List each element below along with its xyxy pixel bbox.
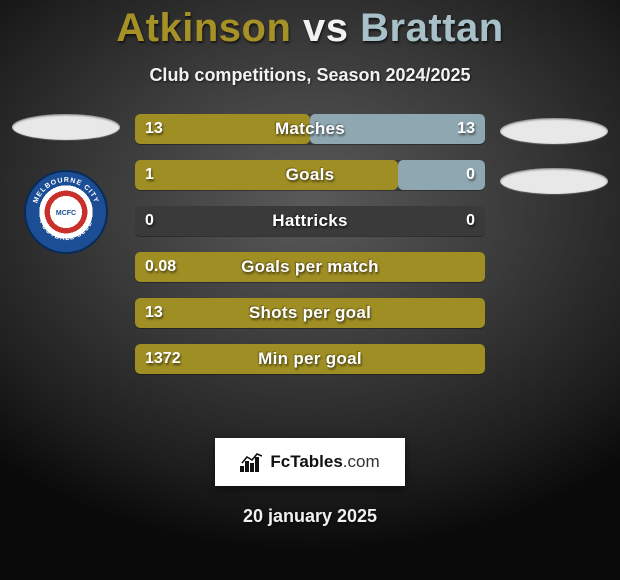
page-title: Atkinson vs Brattan	[0, 0, 620, 51]
player1-placeholder-oval	[12, 114, 120, 140]
stat-row-shots-per-goal: 13Shots per goal	[135, 298, 485, 328]
player1-club-badge: MELBOURNE CITY FOOTBALL CLUB MCFC	[24, 170, 108, 254]
fctables-icon	[240, 452, 264, 472]
stat-row-min-per-goal: 1372Min per goal	[135, 344, 485, 374]
stat-label: Goals	[135, 160, 485, 190]
stat-row-goals: 10Goals	[135, 160, 485, 190]
watermark: FcTables.com	[215, 438, 405, 486]
badge-center-text: MCFC	[56, 210, 76, 217]
watermark-name: FcTables	[270, 452, 342, 471]
left-side-column: MELBOURNE CITY FOOTBALL CLUB MCFC	[6, 114, 126, 254]
watermark-domain: .com	[343, 452, 380, 471]
title-player2: Brattan	[360, 6, 504, 50]
svg-text:FOOTBALL CLUB: FOOTBALL CLUB	[38, 219, 94, 242]
stat-label: Min per goal	[135, 344, 485, 374]
comparison-infographic: Atkinson vs Brattan Club competitions, S…	[0, 0, 620, 580]
stat-bars: 1313Matches 10Goals 00Hattricks 0.08Goals p…	[135, 114, 485, 374]
badge-top-text: MELBOURNE CITY	[32, 177, 99, 204]
stat-label: Hattricks	[135, 206, 485, 236]
stat-row-matches: 1313Matches	[135, 114, 485, 144]
stat-row-hattricks: 00Hattricks	[135, 206, 485, 236]
svg-text:MELBOURNE CITY: MELBOURNE CITY	[32, 177, 99, 204]
body: MELBOURNE CITY FOOTBALL CLUB MCFC 1313Ma…	[0, 114, 620, 414]
subtitle: Club competitions, Season 2024/2025	[0, 65, 620, 86]
title-player1: Atkinson	[116, 6, 291, 50]
player2-placeholder-oval	[500, 118, 608, 144]
badge-bottom-text: FOOTBALL CLUB	[38, 219, 94, 242]
stat-label: Matches	[135, 114, 485, 144]
stat-row-goals-per-match: 0.08Goals per match	[135, 252, 485, 282]
watermark-text: FcTables.com	[270, 452, 379, 472]
title-vs: vs	[303, 6, 349, 50]
right-side-column	[494, 114, 614, 194]
date: 20 january 2025	[0, 506, 620, 527]
player2-club-placeholder-oval	[500, 168, 608, 194]
stat-label: Shots per goal	[135, 298, 485, 328]
stat-label: Goals per match	[135, 252, 485, 282]
